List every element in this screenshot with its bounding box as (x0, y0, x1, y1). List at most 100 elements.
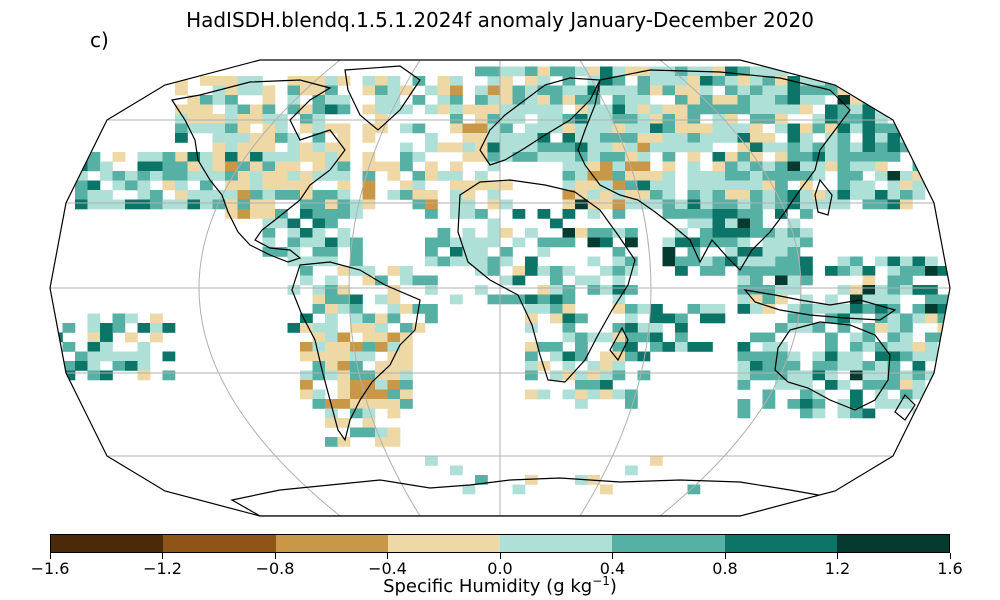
anomaly-cell (762, 171, 776, 181)
anomaly-cell (350, 266, 363, 276)
anomaly-cell (725, 76, 738, 86)
anomaly-cell (687, 76, 701, 86)
anomaly-cell (825, 133, 838, 143)
anomaly-cell (375, 399, 388, 409)
anomaly-cell (812, 161, 826, 172)
anomaly-cell (450, 114, 463, 124)
coastlines (171, 65, 916, 516)
anomaly-cell (912, 380, 926, 390)
anomaly-cell (350, 408, 363, 419)
anomaly-cell (875, 171, 888, 181)
anomaly-cell (737, 95, 751, 105)
anomaly-cell (875, 380, 888, 390)
anomaly-cell (87, 370, 101, 381)
anomaly-cell (937, 408, 950, 419)
anomaly-cell (762, 247, 776, 257)
anomaly-cell (525, 85, 538, 96)
anomaly-cell (737, 285, 751, 295)
anomaly-cell (875, 256, 888, 267)
anomaly-cell (662, 256, 676, 267)
anomaly-cell (375, 370, 388, 381)
anomaly-cell (775, 361, 788, 371)
anomaly-cell (650, 114, 663, 124)
anomaly-cell (862, 408, 876, 419)
anomaly-cell (837, 408, 851, 419)
anomaly-cell (600, 228, 613, 238)
anomaly-cell (250, 114, 263, 124)
anomaly-cell (562, 114, 576, 124)
anomaly-cell (550, 237, 563, 248)
colorbar-segment (500, 535, 613, 552)
anomaly-cell (362, 133, 376, 143)
anomaly-cell (387, 95, 401, 105)
anomaly-cell (325, 256, 338, 267)
anomaly-cell (700, 133, 713, 143)
globe-outline (49, 59, 951, 517)
anomaly-cell (837, 285, 851, 295)
anomaly-cell (387, 313, 401, 324)
anomaly-cell (637, 370, 651, 381)
anomaly-cell (512, 85, 526, 96)
anomaly-cell (362, 313, 376, 324)
anomaly-cell (862, 285, 876, 295)
anomaly-cell (412, 95, 426, 105)
anomaly-cell (887, 313, 901, 324)
anomaly-cell (137, 323, 151, 333)
anomaly-cell (875, 142, 888, 153)
anomaly-cell (425, 85, 438, 96)
anomaly-cell (937, 399, 950, 409)
anomaly-cell (287, 323, 301, 333)
anomaly-cell (725, 199, 738, 210)
anomaly-cell (637, 332, 651, 343)
anomaly-cell (662, 199, 676, 210)
anomaly-cell (937, 351, 950, 362)
anomaly-cell (737, 247, 751, 257)
coast-indonesia (743, 289, 897, 321)
anomaly-cell (662, 142, 676, 153)
anomaly-cell (562, 161, 576, 172)
anomaly-cell (875, 66, 888, 77)
anomaly-cell (912, 342, 926, 352)
anomaly-cell (387, 161, 401, 172)
anomaly-cell (325, 275, 338, 286)
anomaly-cell (875, 152, 888, 162)
anomaly-cell (787, 399, 801, 409)
anomaly-cell (400, 104, 413, 115)
anomaly-cell (700, 237, 713, 248)
coast-south-america (291, 261, 421, 442)
anomaly-cell (937, 323, 950, 333)
anomaly-cell (837, 380, 851, 390)
anomaly-cell (387, 285, 401, 295)
anomaly-cell (337, 161, 351, 172)
anomaly-cell (925, 256, 938, 267)
anomaly-cell (775, 342, 788, 352)
anomaly-cell (175, 161, 188, 172)
anomaly-cell (887, 323, 901, 333)
anomaly-cell (300, 199, 313, 210)
anomaly-cell (650, 142, 663, 153)
anomaly-cell (325, 152, 338, 162)
anomaly-cell (612, 142, 626, 153)
anomaly-cell (687, 190, 701, 200)
anomaly-cell (562, 85, 576, 96)
anomaly-cell (537, 123, 551, 134)
anomaly-cell (325, 361, 338, 371)
anomaly-cell (600, 171, 613, 181)
anomaly-cell (312, 256, 326, 267)
anomaly-cell (825, 142, 838, 153)
anomaly-cell (612, 95, 626, 105)
anomaly-cell (600, 104, 613, 115)
colorbar-tick (724, 553, 726, 559)
anomaly-cell (312, 389, 326, 400)
anomaly-cell (612, 104, 626, 115)
anomaly-cell (800, 85, 813, 96)
anomaly-cell (425, 285, 438, 295)
anomaly-cell (400, 275, 413, 286)
anomaly-cell (437, 142, 451, 153)
anomaly-cell (787, 237, 801, 248)
anomaly-cell (75, 171, 88, 181)
anomaly-cell (387, 342, 401, 352)
anomaly-cell (750, 114, 763, 124)
anomaly-cell (525, 152, 538, 162)
anomaly-cell (537, 95, 551, 105)
